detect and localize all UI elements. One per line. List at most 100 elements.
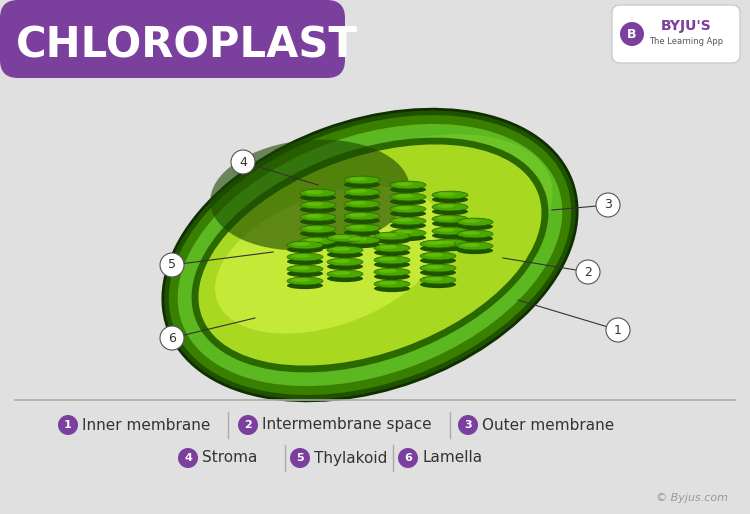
Ellipse shape — [437, 228, 455, 232]
Ellipse shape — [300, 206, 336, 213]
Ellipse shape — [215, 187, 445, 334]
Text: Inner membrane: Inner membrane — [82, 417, 210, 432]
Ellipse shape — [432, 232, 468, 239]
Ellipse shape — [344, 236, 380, 244]
Ellipse shape — [344, 217, 380, 224]
Text: 4: 4 — [239, 156, 247, 169]
Text: 2: 2 — [584, 266, 592, 279]
Ellipse shape — [425, 253, 443, 257]
Text: 4: 4 — [184, 453, 192, 463]
Ellipse shape — [332, 247, 350, 251]
Ellipse shape — [390, 217, 426, 225]
Text: Thylakoid: Thylakoid — [314, 450, 387, 466]
Circle shape — [596, 193, 620, 217]
Ellipse shape — [425, 265, 443, 269]
Ellipse shape — [344, 241, 380, 248]
Ellipse shape — [432, 208, 468, 215]
Ellipse shape — [432, 196, 468, 203]
Text: 6: 6 — [168, 332, 176, 344]
Ellipse shape — [390, 229, 426, 237]
Circle shape — [458, 415, 478, 435]
Ellipse shape — [379, 257, 397, 261]
Circle shape — [606, 318, 630, 342]
Ellipse shape — [457, 230, 493, 238]
Ellipse shape — [344, 193, 380, 200]
Text: 1: 1 — [64, 420, 72, 430]
Ellipse shape — [305, 202, 323, 206]
Ellipse shape — [462, 231, 480, 235]
Ellipse shape — [390, 234, 426, 241]
Ellipse shape — [292, 242, 310, 246]
Ellipse shape — [305, 214, 323, 218]
Ellipse shape — [344, 205, 380, 212]
Ellipse shape — [420, 257, 456, 264]
Ellipse shape — [349, 237, 367, 241]
Ellipse shape — [300, 237, 336, 245]
Ellipse shape — [349, 201, 367, 205]
Ellipse shape — [287, 277, 323, 285]
Ellipse shape — [374, 244, 410, 252]
Ellipse shape — [332, 235, 350, 239]
Ellipse shape — [420, 252, 456, 260]
Circle shape — [238, 415, 258, 435]
Ellipse shape — [327, 246, 363, 254]
Ellipse shape — [199, 144, 542, 365]
Ellipse shape — [420, 264, 456, 272]
Circle shape — [620, 22, 644, 46]
Ellipse shape — [374, 285, 410, 292]
Text: 3: 3 — [464, 420, 472, 430]
Circle shape — [160, 326, 184, 350]
Ellipse shape — [287, 241, 323, 249]
Ellipse shape — [432, 220, 468, 227]
Ellipse shape — [300, 218, 336, 225]
Ellipse shape — [390, 186, 426, 193]
Ellipse shape — [300, 225, 336, 233]
Ellipse shape — [300, 194, 336, 201]
Ellipse shape — [437, 216, 455, 220]
Ellipse shape — [374, 268, 410, 276]
Ellipse shape — [457, 235, 493, 242]
Ellipse shape — [287, 270, 323, 277]
Ellipse shape — [327, 263, 363, 270]
Ellipse shape — [327, 270, 363, 278]
Text: Outer membrane: Outer membrane — [482, 417, 614, 432]
Text: B: B — [627, 28, 637, 41]
Ellipse shape — [437, 192, 455, 196]
Ellipse shape — [349, 189, 367, 193]
Ellipse shape — [462, 219, 480, 223]
Text: Lamella: Lamella — [422, 450, 482, 466]
Ellipse shape — [178, 124, 562, 386]
Ellipse shape — [287, 282, 323, 289]
Ellipse shape — [420, 269, 456, 276]
Ellipse shape — [300, 213, 336, 221]
Circle shape — [576, 260, 600, 284]
Ellipse shape — [300, 230, 336, 237]
Ellipse shape — [374, 261, 410, 268]
Ellipse shape — [287, 246, 323, 253]
Text: 6: 6 — [404, 453, 412, 463]
Ellipse shape — [457, 223, 493, 230]
Ellipse shape — [457, 218, 493, 226]
Ellipse shape — [379, 233, 397, 237]
Ellipse shape — [327, 239, 363, 246]
Ellipse shape — [305, 226, 323, 230]
Ellipse shape — [287, 265, 323, 273]
Text: © Byjus.com: © Byjus.com — [656, 493, 728, 503]
Text: 1: 1 — [614, 323, 622, 337]
Ellipse shape — [169, 115, 572, 395]
Text: 5: 5 — [168, 259, 176, 271]
Ellipse shape — [344, 176, 380, 184]
Ellipse shape — [300, 201, 336, 209]
Circle shape — [231, 150, 255, 174]
Ellipse shape — [390, 193, 426, 201]
Ellipse shape — [395, 206, 413, 210]
Ellipse shape — [305, 190, 323, 194]
Circle shape — [290, 448, 310, 468]
Ellipse shape — [432, 239, 468, 247]
Circle shape — [178, 448, 198, 468]
Text: The Learning App: The Learning App — [649, 38, 723, 46]
Ellipse shape — [344, 181, 380, 188]
Ellipse shape — [420, 245, 456, 252]
Ellipse shape — [437, 204, 455, 208]
Ellipse shape — [457, 242, 493, 250]
